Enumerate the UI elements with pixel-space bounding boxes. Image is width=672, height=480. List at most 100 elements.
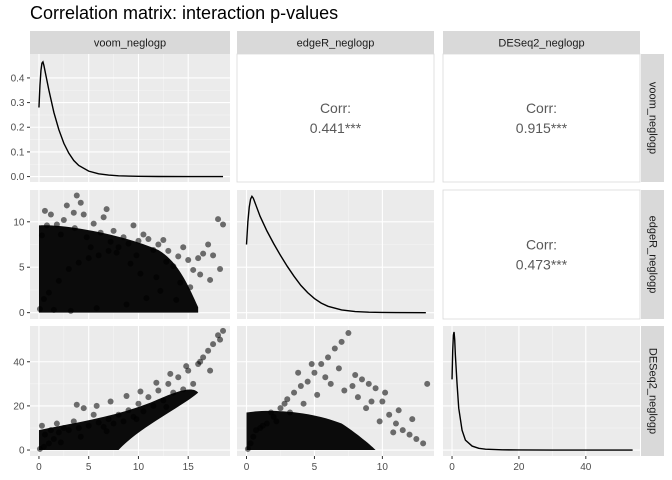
scatter-point <box>157 287 164 294</box>
corr-value: 0.473*** <box>516 257 568 273</box>
scatter-point <box>125 407 132 414</box>
scatter-point <box>40 443 47 450</box>
scatter-point <box>97 229 104 236</box>
scatter-voom_neglogp-vs-edgeR_neglogp <box>36 192 227 314</box>
scatter-point <box>100 423 107 430</box>
y-tick-label: 0.0 <box>11 172 25 183</box>
density-curve-DESeq2_neglogp <box>451 331 633 451</box>
scatter-point <box>308 360 315 367</box>
scatter-point <box>167 370 174 377</box>
scatter-point <box>220 221 227 228</box>
panel-r1-c2 <box>236 53 435 183</box>
scatter-point <box>406 431 413 438</box>
scatter-point <box>205 241 212 248</box>
scatter-point <box>105 247 112 254</box>
scatter-point <box>113 249 120 256</box>
panel-background <box>443 326 640 456</box>
scatter-point <box>250 433 257 440</box>
x-tick-label: 0 <box>36 462 42 473</box>
scatter-point <box>314 391 321 398</box>
scatter-point <box>57 439 64 446</box>
panel-r1-c1 <box>30 54 230 182</box>
scatter-point <box>103 428 110 435</box>
x-tick-label: 10 <box>133 462 145 473</box>
scatter-point <box>420 440 427 447</box>
scatter-point <box>83 234 90 241</box>
scatter-point <box>197 358 204 365</box>
scatter-point <box>331 345 338 352</box>
strip-top-3 <box>443 31 640 54</box>
scatter-point <box>180 244 187 251</box>
panel-background <box>442 189 641 320</box>
x-tick-label: 10 <box>377 462 389 473</box>
x-tick-label: 15 <box>183 462 195 473</box>
scatter-point <box>53 221 60 228</box>
strip-right-1 <box>641 54 664 182</box>
scatter-point <box>143 295 150 302</box>
scatter-point <box>47 211 54 218</box>
scatter-point <box>277 405 284 412</box>
scatter-point <box>210 252 217 259</box>
scatter-point <box>170 389 177 396</box>
scatter-point <box>93 402 100 409</box>
scatter-point <box>335 365 342 372</box>
scatter-point <box>395 407 402 414</box>
scatter-point <box>55 429 62 436</box>
corr-label: Corr: <box>526 100 557 116</box>
scatter-point <box>190 380 197 387</box>
y-tick-label: 5 <box>19 263 25 274</box>
scatter-point <box>413 436 420 443</box>
y-tick-label: 0.3 <box>11 98 25 109</box>
strip-top-label-1: voom_neglogp <box>94 38 166 50</box>
scatter-point <box>170 263 177 270</box>
strip-right-3 <box>641 326 664 456</box>
density-curve-edgeR_neglogp <box>245 195 426 314</box>
scatter-point <box>120 234 127 241</box>
panel-background <box>442 53 641 183</box>
scatter-point <box>123 392 130 399</box>
scatter-point <box>145 394 152 401</box>
y-tick-label: 0.1 <box>11 147 25 158</box>
scatter-point <box>244 445 251 452</box>
scatter-point <box>38 232 45 239</box>
panel-r2-c3 <box>442 189 641 320</box>
scatter-point <box>140 408 147 415</box>
scatter-point <box>180 386 187 393</box>
strip-top-label-3: DESeq2_neglogp <box>498 38 584 50</box>
scatter-point <box>130 222 137 229</box>
scatter-point <box>399 427 406 434</box>
scatter-point <box>352 372 359 378</box>
scatter-point <box>41 207 48 214</box>
scatter-point <box>67 307 74 314</box>
scatter-point <box>163 404 170 410</box>
scatter-point <box>300 400 307 407</box>
x-tick-label: 20 <box>513 462 525 473</box>
strip-top-1 <box>30 31 230 54</box>
scatter-point <box>140 231 147 238</box>
strip-right-label-1: voom_neglogp <box>647 82 659 154</box>
scatter-point <box>137 388 144 395</box>
scatter-point <box>133 416 140 423</box>
density-curve-voom_neglogp <box>38 60 224 178</box>
scatter-point <box>286 409 293 416</box>
x-tick-label: 0 <box>449 462 455 473</box>
scatter-point <box>253 427 260 434</box>
scatter-point <box>36 306 43 313</box>
y-tick-label: 40 <box>13 357 25 368</box>
scatter-point <box>338 338 345 345</box>
scatter-point <box>77 199 84 206</box>
scatter-point <box>207 367 214 374</box>
scatter-point <box>327 380 334 387</box>
scatter-point <box>95 252 102 259</box>
scatter-point <box>43 222 50 229</box>
chart-title: Correlation matrix: interaction p-values <box>30 3 339 23</box>
scatter-point <box>165 247 172 254</box>
scatter-point <box>77 433 84 440</box>
panel-r1-c3 <box>442 53 641 183</box>
strip-right-label-2: edgeR_neglogp <box>647 216 659 294</box>
scatter-point <box>273 418 280 425</box>
scatter-point <box>409 416 416 423</box>
scatter-point <box>295 369 302 376</box>
